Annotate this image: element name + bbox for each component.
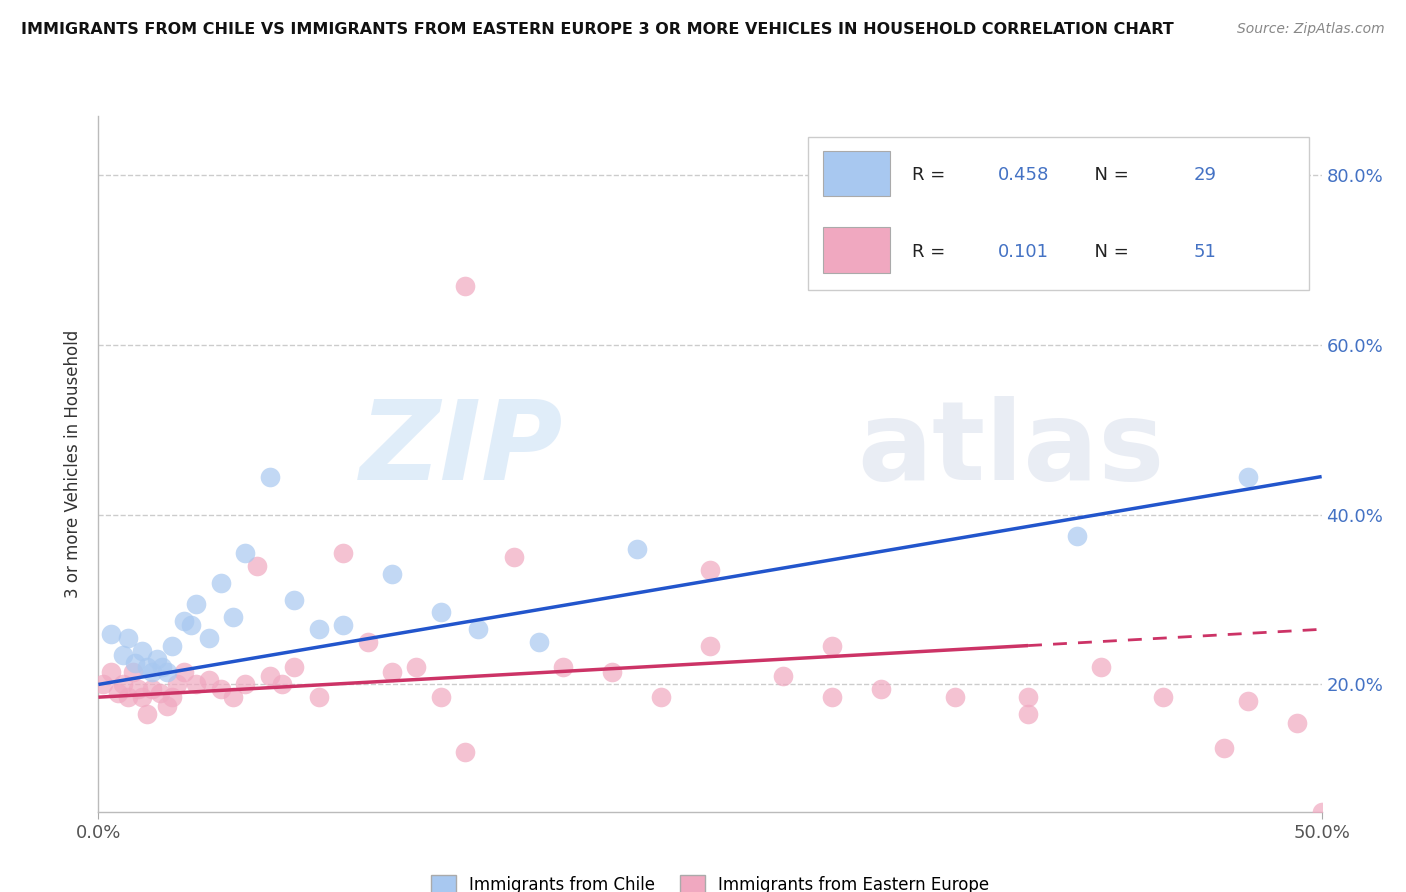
Point bbox=[259, 669, 281, 683]
Point bbox=[1017, 690, 1039, 705]
Point bbox=[467, 622, 489, 636]
Point bbox=[160, 690, 183, 705]
Point bbox=[209, 575, 232, 590]
Point bbox=[283, 592, 305, 607]
Point bbox=[197, 673, 219, 688]
Text: ZIP: ZIP bbox=[360, 396, 564, 503]
Point bbox=[699, 563, 721, 577]
FancyBboxPatch shape bbox=[823, 151, 890, 196]
Point bbox=[1237, 694, 1260, 708]
Point bbox=[209, 681, 232, 696]
Text: 0.101: 0.101 bbox=[997, 243, 1049, 260]
Text: atlas: atlas bbox=[856, 396, 1164, 503]
Text: R =: R = bbox=[912, 243, 950, 260]
Point bbox=[1212, 741, 1234, 756]
Point bbox=[131, 690, 153, 705]
Point bbox=[1286, 715, 1309, 730]
Point bbox=[821, 690, 844, 705]
Point bbox=[699, 640, 721, 654]
Point bbox=[454, 278, 477, 293]
Legend: Immigrants from Chile, Immigrants from Eastern Europe: Immigrants from Chile, Immigrants from E… bbox=[425, 869, 995, 892]
Point bbox=[381, 567, 404, 582]
FancyBboxPatch shape bbox=[823, 227, 890, 273]
Point bbox=[283, 660, 305, 674]
Point bbox=[127, 681, 149, 696]
Point bbox=[100, 626, 122, 640]
Point bbox=[405, 660, 427, 674]
Point bbox=[136, 707, 159, 722]
Point bbox=[186, 677, 208, 691]
Point bbox=[173, 665, 195, 679]
Point bbox=[111, 648, 134, 662]
Point bbox=[141, 681, 163, 696]
Point bbox=[1152, 690, 1174, 705]
Text: Source: ZipAtlas.com: Source: ZipAtlas.com bbox=[1237, 22, 1385, 37]
Point bbox=[180, 618, 202, 632]
Point bbox=[156, 665, 179, 679]
Text: 0.458: 0.458 bbox=[997, 166, 1049, 184]
Point bbox=[270, 677, 294, 691]
Point bbox=[430, 690, 453, 705]
Point bbox=[870, 681, 893, 696]
Point bbox=[156, 698, 179, 713]
Point bbox=[222, 690, 245, 705]
Point bbox=[246, 558, 269, 573]
Point bbox=[233, 546, 256, 560]
Point bbox=[650, 690, 672, 705]
Text: IMMIGRANTS FROM CHILE VS IMMIGRANTS FROM EASTERN EUROPE 3 OR MORE VEHICLES IN HO: IMMIGRANTS FROM CHILE VS IMMIGRANTS FROM… bbox=[21, 22, 1174, 37]
Point bbox=[111, 677, 134, 691]
Point bbox=[146, 652, 169, 666]
Point bbox=[356, 635, 378, 649]
Y-axis label: 3 or more Vehicles in Household: 3 or more Vehicles in Household bbox=[65, 330, 83, 598]
Point bbox=[332, 618, 354, 632]
Point bbox=[308, 622, 330, 636]
FancyBboxPatch shape bbox=[808, 136, 1309, 290]
Point bbox=[150, 660, 173, 674]
Point bbox=[1090, 660, 1112, 674]
Point bbox=[160, 640, 183, 654]
Point bbox=[107, 686, 129, 700]
Point bbox=[332, 546, 354, 560]
Point bbox=[222, 609, 245, 624]
Point bbox=[1310, 805, 1333, 819]
Text: R =: R = bbox=[912, 166, 950, 184]
Point bbox=[91, 677, 114, 691]
Point bbox=[121, 665, 143, 679]
Point bbox=[259, 469, 281, 483]
Point bbox=[166, 677, 188, 691]
Point bbox=[100, 665, 122, 679]
Text: N =: N = bbox=[1083, 166, 1135, 184]
Point bbox=[173, 614, 195, 628]
Point bbox=[308, 690, 330, 705]
Point bbox=[553, 660, 575, 674]
Point bbox=[117, 690, 139, 705]
Point bbox=[124, 657, 146, 671]
Point bbox=[1066, 529, 1088, 543]
Point bbox=[527, 635, 550, 649]
Point bbox=[454, 745, 477, 759]
Point bbox=[117, 631, 139, 645]
Point bbox=[1237, 469, 1260, 483]
Point bbox=[136, 660, 159, 674]
Point bbox=[600, 665, 623, 679]
Point bbox=[141, 665, 163, 679]
Point bbox=[821, 640, 844, 654]
Point bbox=[149, 686, 172, 700]
Text: N =: N = bbox=[1083, 243, 1135, 260]
Text: 51: 51 bbox=[1194, 243, 1216, 260]
Point bbox=[197, 631, 219, 645]
Point bbox=[503, 550, 526, 565]
Point bbox=[430, 605, 453, 619]
Text: 29: 29 bbox=[1194, 166, 1216, 184]
Point bbox=[131, 643, 153, 657]
Point bbox=[1017, 707, 1039, 722]
Point bbox=[186, 597, 208, 611]
Point bbox=[626, 541, 648, 556]
Point bbox=[381, 665, 404, 679]
Point bbox=[233, 677, 256, 691]
Point bbox=[772, 669, 794, 683]
Point bbox=[943, 690, 966, 705]
